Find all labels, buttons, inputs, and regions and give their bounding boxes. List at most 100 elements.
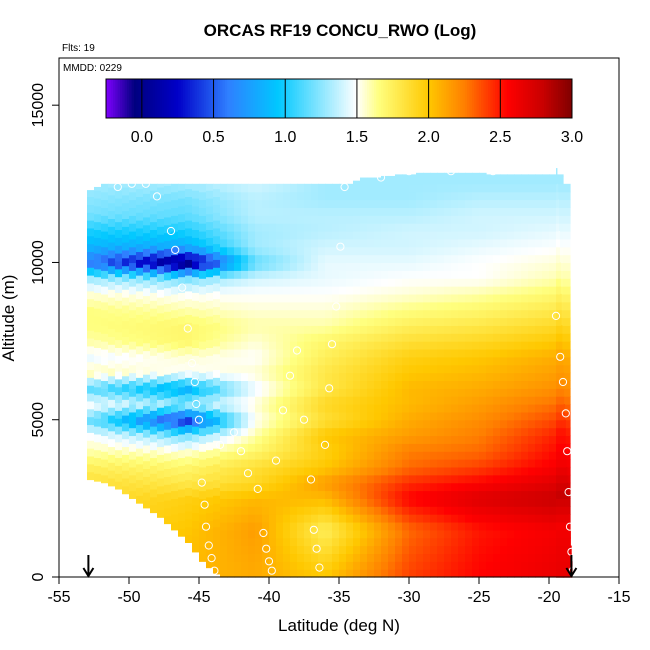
heatmap-cell [227, 278, 235, 287]
heatmap-cell [528, 451, 536, 460]
heatmap-cell [269, 561, 277, 570]
heatmap-cell [521, 223, 529, 232]
heatmap-cell [101, 388, 109, 397]
heatmap-cell [234, 317, 242, 326]
heatmap-cell [430, 545, 438, 555]
heatmap-cell [129, 466, 137, 476]
heatmap-cell [535, 482, 543, 492]
heatmap-cell [101, 254, 109, 264]
heatmap-cell [129, 364, 137, 374]
heatmap-cell [430, 333, 438, 342]
heatmap-cell [381, 482, 389, 492]
heatmap-cell [556, 529, 558, 539]
heatmap-cell [388, 561, 396, 570]
heatmap-cell [360, 427, 368, 437]
heatmap-cell [395, 309, 403, 319]
heatmap-cell [290, 238, 298, 248]
heatmap-cell [409, 348, 417, 358]
heatmap-cell [199, 419, 207, 429]
heatmap-cell [567, 506, 570, 515]
heatmap-cell [444, 474, 452, 484]
heatmap-cell [507, 364, 515, 374]
heatmap-cell [220, 569, 228, 578]
heatmap-cell [241, 191, 249, 201]
heatmap-cell [381, 293, 389, 303]
heatmap-cell [500, 317, 508, 326]
heatmap-cell [486, 482, 494, 492]
heatmap-cell [557, 254, 560, 264]
heatmap-cell [402, 404, 410, 413]
heatmap-cell [262, 191, 270, 201]
heatmap-cell [332, 388, 340, 397]
heatmap-cell [423, 451, 431, 460]
heatmap-cell [143, 437, 151, 446]
heatmap-cell [241, 246, 249, 256]
heatmap-cell [558, 301, 560, 311]
heatmap-cell [192, 433, 200, 443]
heatmap-cell [561, 435, 563, 444]
heatmap-cell [563, 419, 565, 429]
heatmap-cell [269, 482, 277, 492]
heatmap-cell [486, 309, 494, 319]
heatmap-cell [360, 286, 368, 295]
heatmap-column [234, 183, 242, 578]
heatmap-cell [437, 246, 445, 256]
colorbar-segment [476, 79, 480, 118]
heatmap-cell [94, 268, 102, 278]
heatmap-cell [346, 427, 354, 437]
heatmap-cell [283, 356, 291, 366]
heatmap-cell [437, 404, 445, 413]
heatmap-cell [559, 569, 561, 578]
heatmap-cell [178, 276, 186, 286]
colorbar-segment [173, 79, 177, 118]
heatmap-cell [542, 175, 550, 185]
heatmap-cell [556, 348, 559, 358]
heatmap-cell [220, 348, 228, 358]
heatmap-cell [423, 459, 431, 468]
heatmap-cell [409, 207, 417, 216]
heatmap-cell [157, 430, 165, 440]
heatmap-cell [444, 537, 452, 547]
heatmap-cell [143, 295, 151, 304]
heatmap-cell [500, 459, 508, 468]
heatmap-cell [564, 474, 566, 484]
colorbar-segment [213, 79, 217, 118]
heatmap-cell [311, 529, 319, 539]
heatmap-cell [234, 380, 242, 389]
heatmap-cell [227, 459, 235, 468]
heatmap-cell [171, 278, 179, 287]
observation-point [178, 283, 187, 292]
heatmap-cell [549, 199, 557, 209]
heatmap-cell [318, 207, 326, 216]
heatmap-cell [318, 199, 326, 209]
heatmap-cell [213, 183, 221, 190]
heatmap-cell [346, 553, 354, 562]
heatmap-cell [528, 498, 536, 507]
heatmap-cell [402, 293, 410, 303]
heatmap-cell [556, 223, 564, 232]
heatmap-cell [94, 441, 102, 451]
heatmap-cell [563, 474, 565, 484]
heatmap-cell [206, 363, 214, 372]
heatmap-cell [367, 199, 375, 209]
heatmap-cell [332, 404, 340, 413]
heatmap-cell [458, 309, 466, 319]
heatmap-cell [332, 427, 340, 437]
heatmap-cell [423, 514, 431, 523]
heatmap-cell [199, 191, 207, 201]
heatmap-cell [150, 355, 158, 364]
heatmap-cell [374, 325, 382, 334]
heatmap-cell [479, 537, 487, 547]
colorbar-segment [369, 79, 373, 118]
heatmap-cell [514, 506, 522, 515]
heatmap-cell [451, 451, 459, 460]
heatmap-cell [87, 298, 95, 308]
heatmap-cell [227, 443, 235, 452]
heatmap-cell [388, 207, 396, 216]
heatmap-cell [528, 521, 536, 531]
heatmap-cell [290, 521, 298, 531]
heatmap-cell [332, 356, 340, 366]
heatmap-cell [528, 215, 536, 224]
heatmap-cell [561, 356, 564, 366]
heatmap-cell [493, 498, 501, 507]
